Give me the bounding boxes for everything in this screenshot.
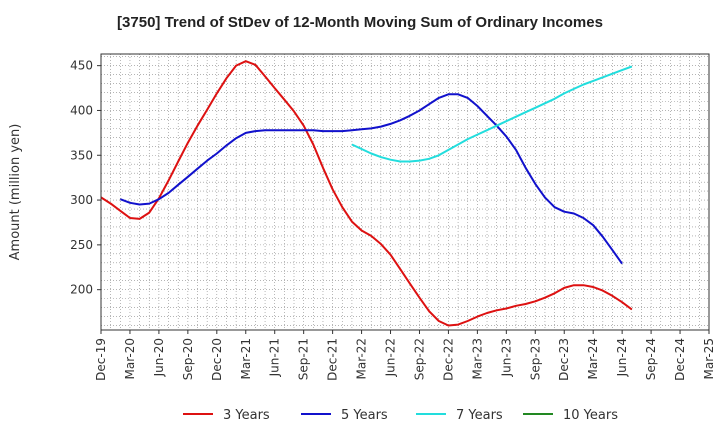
legend-label: 3 Years (223, 408, 270, 423)
grid-lines (101, 54, 709, 330)
x-tick-label: Dec-20 (210, 338, 224, 381)
y-tick-label: 300 (70, 193, 93, 207)
x-tick-label: Dec-24 (673, 338, 687, 381)
y-tick-label: 200 (70, 283, 93, 297)
x-tick-label: Dec-19 (94, 338, 108, 381)
x-tick-label: Jun-21 (268, 338, 282, 377)
legend-label: 10 Years (563, 408, 618, 423)
x-tick-label: Mar-24 (586, 338, 600, 379)
x-tick-label: Jun-23 (499, 338, 513, 377)
legend-label: 5 Years (341, 408, 388, 423)
x-tick-label: Sep-21 (297, 338, 311, 380)
legend: 3 Years 5 Years 7 Years 10 Years (183, 408, 618, 423)
chart-title: [3750] Trend of StDev of 12-Month Moving… (117, 14, 603, 31)
series-line-5-years (119, 93, 623, 265)
x-tick-label: Sep-20 (181, 338, 195, 380)
y-tick-label: 450 (70, 59, 93, 73)
y-tick-label: 400 (70, 103, 93, 117)
x-tick-label: Mar-21 (239, 338, 253, 379)
series-lines (100, 60, 633, 327)
x-tick-label: Dec-22 (441, 338, 455, 381)
x-tick-label: Dec-23 (557, 338, 571, 381)
x-tick-label: Mar-23 (470, 338, 484, 379)
y-axis-ticks: 200 250 300 350 400 450 (70, 59, 101, 297)
series-line-3-years (100, 60, 633, 327)
series-line-7-years (351, 65, 633, 163)
legend-label: 7 Years (456, 408, 503, 423)
x-tick-label: Jun-22 (384, 338, 398, 377)
x-tick-label: Dec-21 (326, 338, 340, 381)
y-tick-label: 250 (70, 238, 93, 252)
y-tick-label: 350 (70, 148, 93, 162)
x-tick-label: Sep-23 (528, 338, 542, 380)
x-tick-label: Mar-22 (355, 338, 369, 379)
x-tick-label: Sep-24 (644, 338, 658, 380)
x-axis-ticks: Dec-19 Mar-20 Jun-20 Sep-20 Dec-20 Mar-21 Jun-… (94, 330, 716, 381)
x-tick-label: Jun-24 (615, 338, 629, 377)
x-tick-label: Mar-25 (702, 338, 716, 379)
y-axis-title: Amount (million yen) (8, 124, 23, 261)
x-tick-label: Mar-20 (123, 338, 137, 379)
plot-area (100, 53, 710, 331)
x-tick-label: Sep-22 (412, 338, 426, 380)
x-tick-label: Jun-20 (152, 338, 166, 377)
